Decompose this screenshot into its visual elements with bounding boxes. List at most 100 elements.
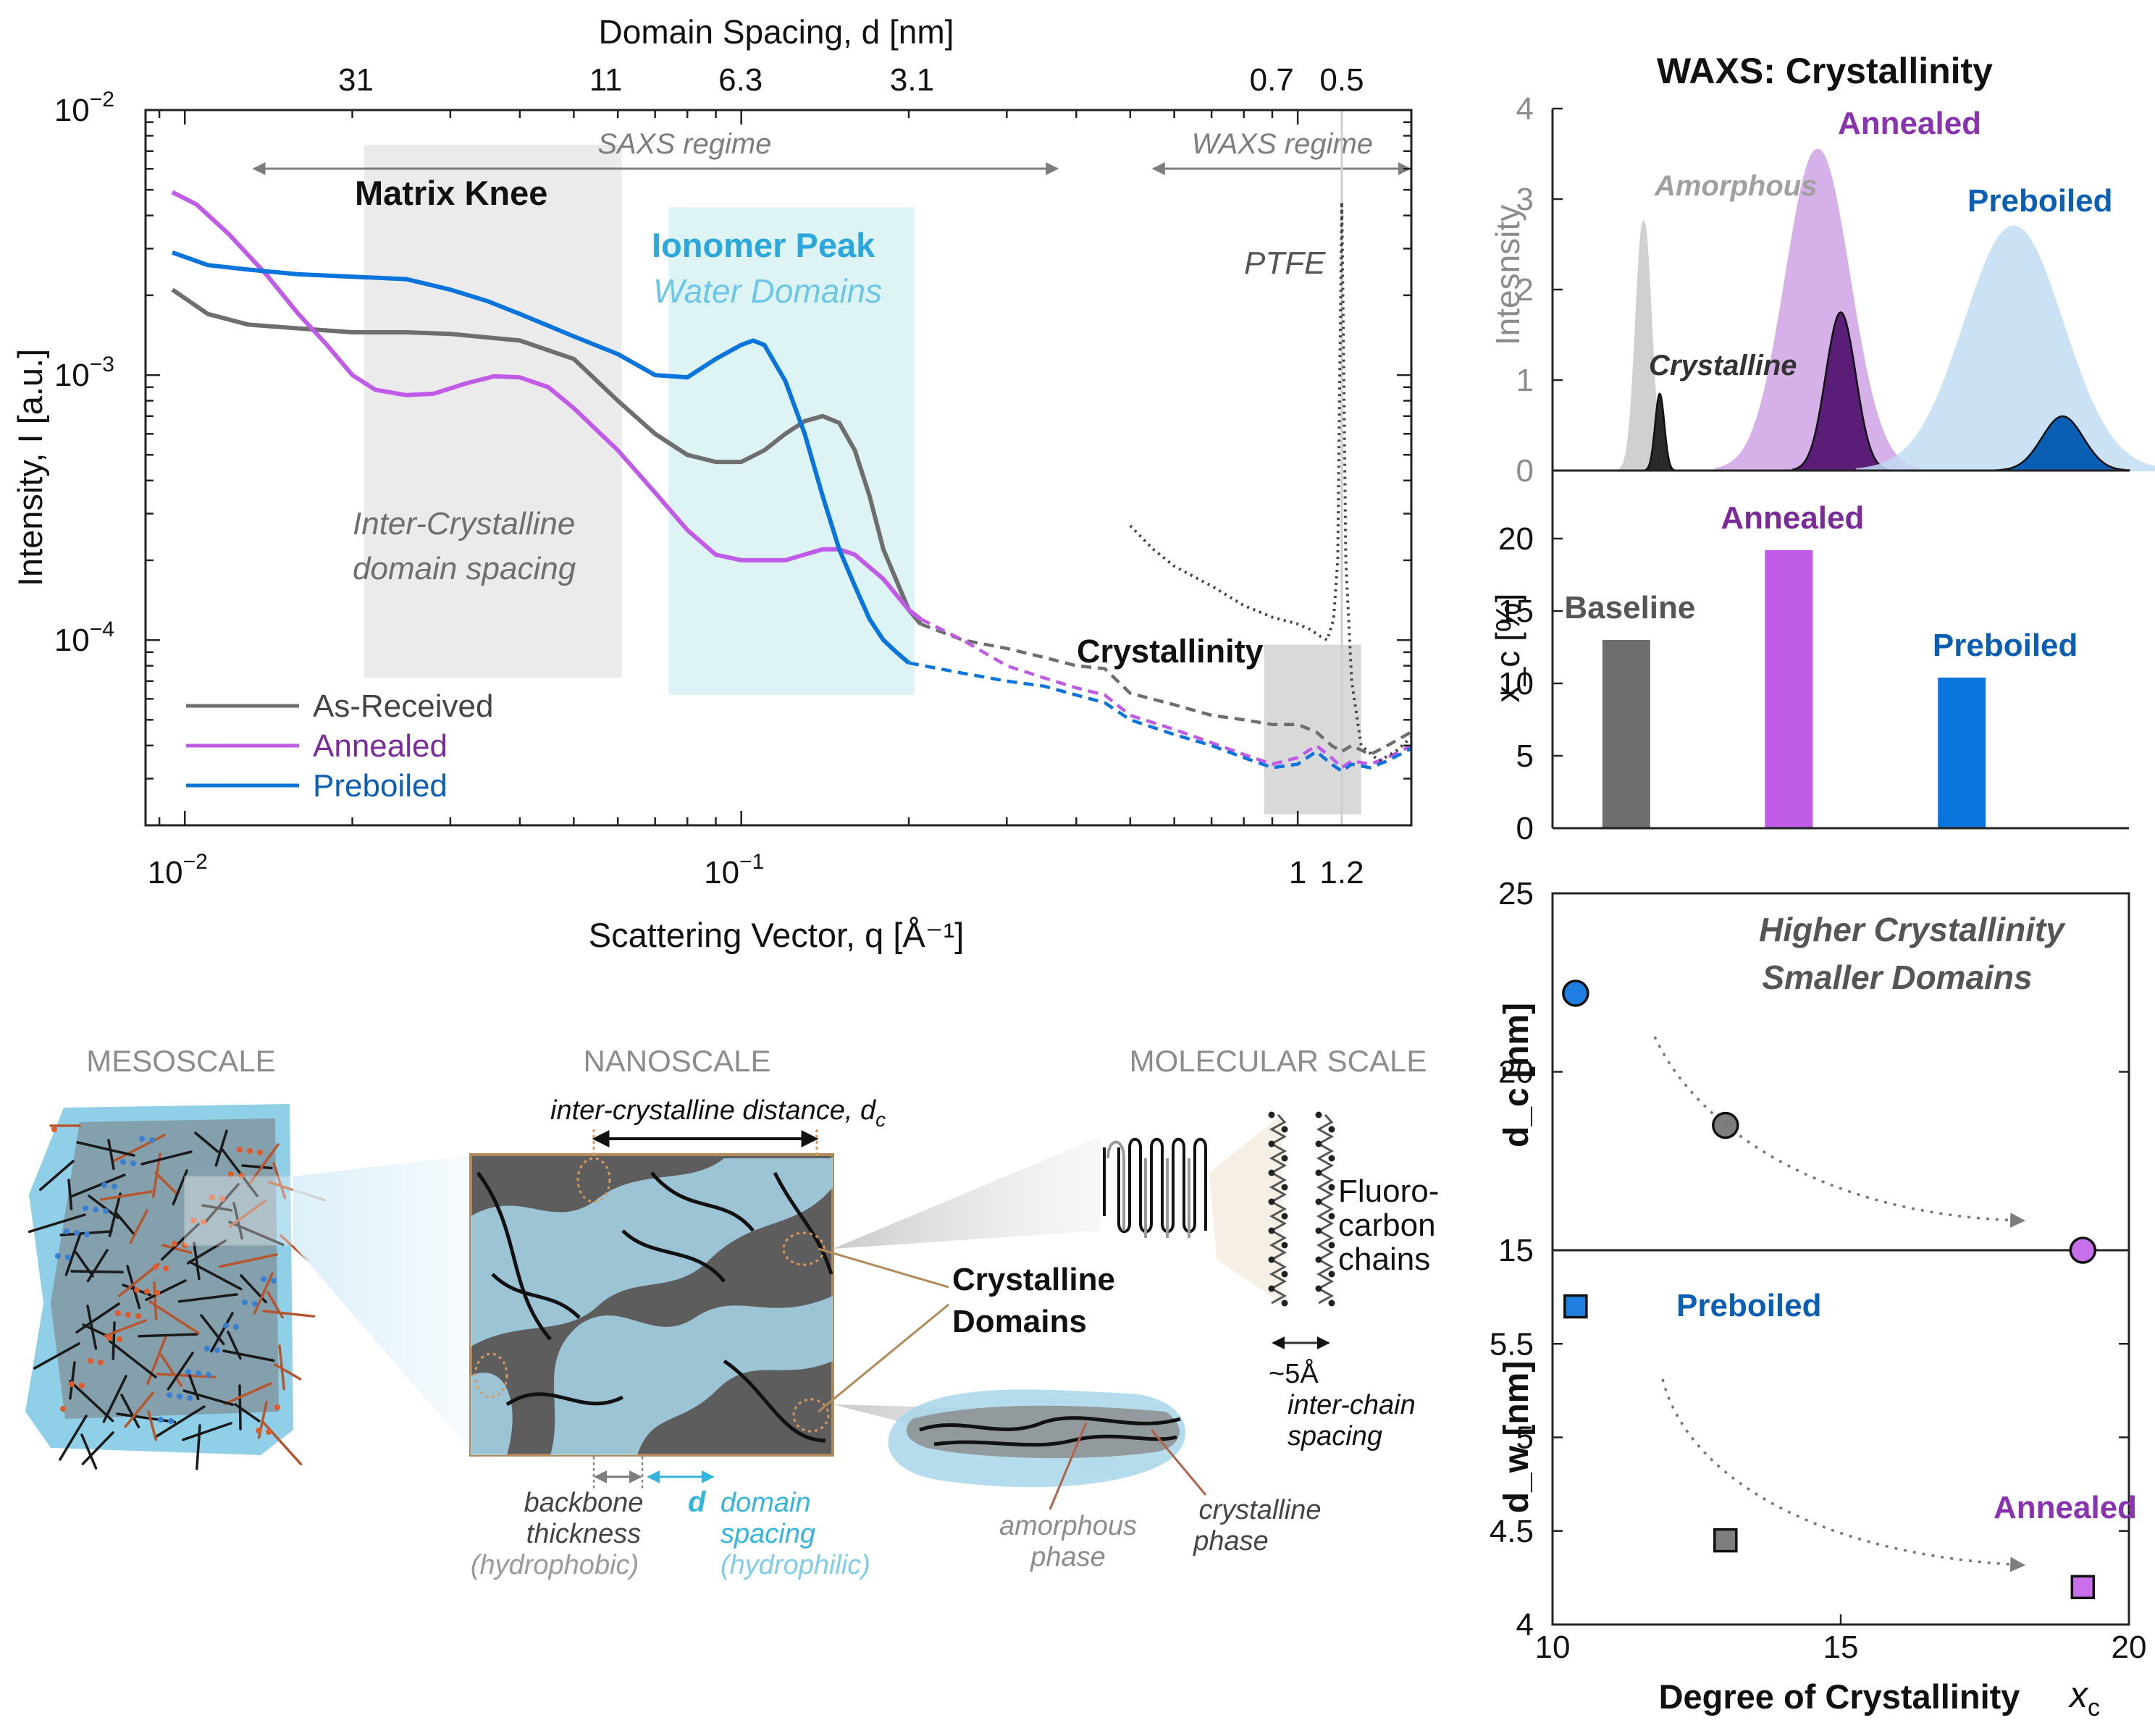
meso-ion [228,1171,234,1177]
fluorocarbon-atom [1328,1299,1335,1307]
fluorocarbon-atom [1268,1285,1275,1292]
meso-ion [252,1301,258,1307]
waxs-peak-preboiled-amorphous [1856,225,2155,472]
meso-chain-segment [161,1244,193,1255]
dw-point-as-received [1713,1528,1738,1553]
xc-y-tick-label: 15 [1498,594,1534,629]
meso-ion [101,1182,107,1188]
meso-chain-segment [109,1340,157,1379]
fluorocarbon-atom [1268,1256,1275,1263]
dw-ticks: 4 4.5 5 5.5 10 15 20 [1490,1326,2147,1665]
domain-label-3: (hydrophilic) [721,1550,870,1580]
crystalline-label: Crystalline [1649,350,1797,382]
xc-bar-preboiled [1938,678,1986,828]
dw-x-axis-symbol-sub: c [2088,1694,2100,1722]
nano-chain [476,1171,552,1341]
dw-y-tick-label: 5 [1516,1420,1534,1456]
dc-ticks: 15 20 25 [1498,876,2129,1268]
meso-chain-segment [214,1129,228,1167]
meso-chain-segment [126,1265,141,1310]
meso-chain-segment [147,1410,158,1441]
series-as-received-waxs [920,622,1411,757]
trend-annotation-2: Smaller Domains [1762,958,2032,996]
waxs-peaks [1618,148,2155,472]
nano-crystallite-4 [792,1398,830,1433]
meso-chain-segment [203,1183,240,1224]
meso-ion [209,1194,215,1200]
phase-blob-chain-1 [919,1416,1181,1432]
saxs-series [171,190,1411,774]
domain-label-2: spacing [721,1519,815,1549]
meso-ion [60,1406,66,1412]
legend-as-received-label: As-Received [313,688,493,724]
meso-chain-segment [102,1375,127,1423]
meso-ion [237,1147,243,1153]
meso-ion [206,1372,211,1378]
meso-chain-segment [182,1422,232,1441]
fluorocarbon-chain [1316,1113,1335,1305]
meso-chain-segment [69,1361,76,1400]
ionomer-peak-label: Ionomer Peak [652,226,875,264]
meso-ion [51,1126,57,1132]
fluorocarbon-atom [1315,1140,1322,1147]
waxs-chart: WAXS: Crystallinity 0 1 2 3 4 Intesnsity Amo… [1489,51,2155,489]
saxs-y-axis-label: Intensity, I [a.u.] [11,349,49,586]
crystalline-phase-label-1: crystalline [1199,1495,1322,1525]
crystallinity-label: Crystallinity [1077,633,1264,670]
meso-chain-segment [28,1213,86,1234]
fluorocarbon-atom [1328,1213,1335,1220]
dw-x-axis-label: Degree of Crystallinity [1659,1677,2020,1716]
xc-y-tick-label: 5 [1516,738,1534,774]
meso-ion [185,1369,191,1375]
fluorocarbon-chain [1269,1113,1287,1305]
meso-ion [201,1219,206,1225]
fluorocarbon-atom [1281,1299,1288,1307]
morphology-schematic: MESOSCALE NANOSCALE MOLECULAR SCALE int [25,1044,1439,1580]
meso-ion [214,1347,220,1353]
meso-chain-segment [70,1270,124,1273]
meso-chain-segment [107,1139,115,1171]
meso-chain-segment [218,1253,278,1268]
amorphous-label: Amorphous [1654,170,1817,202]
fluorocarbon-atom [1328,1271,1335,1278]
meso-chain-segment [88,1194,119,1219]
saxs-regime-label: SAXS regime [597,128,771,160]
meso-chain-segment [182,1389,235,1407]
meso-ion [98,1360,104,1365]
nano-crystallite-1 [576,1157,611,1203]
saxs-top-tick-label: 11 [589,62,623,98]
meso-ion [257,1150,263,1155]
meso-chain-segment [104,1319,147,1338]
fluorocarbon-label-2: carbon [1338,1208,1436,1243]
meso-chain-segment [186,1239,227,1265]
waxs-peak-annealed-amorphous [1715,148,1920,472]
inter-chain-label-1: ~5Å [1269,1357,1319,1389]
saxs-x-tick-label: 10−1 [704,850,764,890]
waxs-y-tick-label: 3 [1516,182,1534,217]
nano-chain [723,1359,826,1443]
dw-preboiled-label: Preboiled [1676,1288,1822,1323]
mesoscale-zoom-box [184,1176,294,1246]
meso-ion [139,1136,145,1142]
meso-chain-segment [274,1363,302,1381]
fluorocarbon-atom [1268,1140,1275,1147]
phase-blob [888,1389,1186,1488]
saxs-ticks: 10−2 10−1 1 1.2 10−2 10−3 10−4 31 11 6.3 3.1 0.7 0.5 [54,62,1411,890]
fluorocarbon-atom [1328,1184,1335,1191]
fluorocarbon-label-3: chains [1338,1242,1430,1277]
xc-y-tick-label: 10 [1498,666,1534,701]
series-ptfe-dotted [1129,201,1411,763]
meso-chain-segment [129,1209,148,1244]
saxs-top-tick-label: 31 [338,62,374,98]
meso-chain-segment [262,1310,316,1318]
fluorocarbon-atom [1281,1155,1288,1162]
waxs-y-tick-label: 0 [1516,453,1534,489]
meso-chain-segment [80,1433,98,1470]
fluorocarbon-atom [1281,1213,1288,1220]
nano-chain [491,1273,581,1319]
meso-ion [274,1404,280,1410]
zoom-fan-meso-nano [293,1155,474,1455]
fluorocarbon-atom [1281,1271,1288,1278]
folded-chain-gray [1106,1140,1190,1238]
dw-y-tick-label: 4 [1516,1607,1534,1643]
